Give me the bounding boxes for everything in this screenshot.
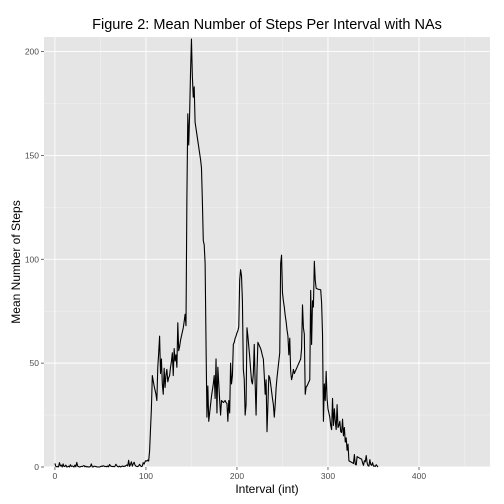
y-tick-label: 100 xyxy=(25,254,39,264)
x-tick-label: 200 xyxy=(230,471,244,481)
y-axis: 0 50 100 150 200 xyxy=(25,47,44,472)
y-axis-label: Mean Number of Steps xyxy=(9,200,23,323)
x-axis: 0 100 200 300 400 xyxy=(53,467,426,481)
y-tick-label: 150 xyxy=(25,150,39,160)
x-tick-label: 400 xyxy=(412,471,426,481)
y-tick-label: 0 xyxy=(34,462,39,472)
x-tick-label: 100 xyxy=(139,471,153,481)
chart-title: Figure 2: Mean Number of Steps Per Inter… xyxy=(92,17,442,33)
plot-panel xyxy=(44,37,490,467)
y-tick-label: 50 xyxy=(30,358,40,368)
x-axis-label: Interval (int) xyxy=(235,482,298,496)
x-tick-label: 300 xyxy=(321,471,335,481)
y-tick-label: 200 xyxy=(25,47,39,57)
x-tick-label: 0 xyxy=(53,471,58,481)
grid-major-lines xyxy=(44,37,490,468)
series-line xyxy=(54,38,379,468)
